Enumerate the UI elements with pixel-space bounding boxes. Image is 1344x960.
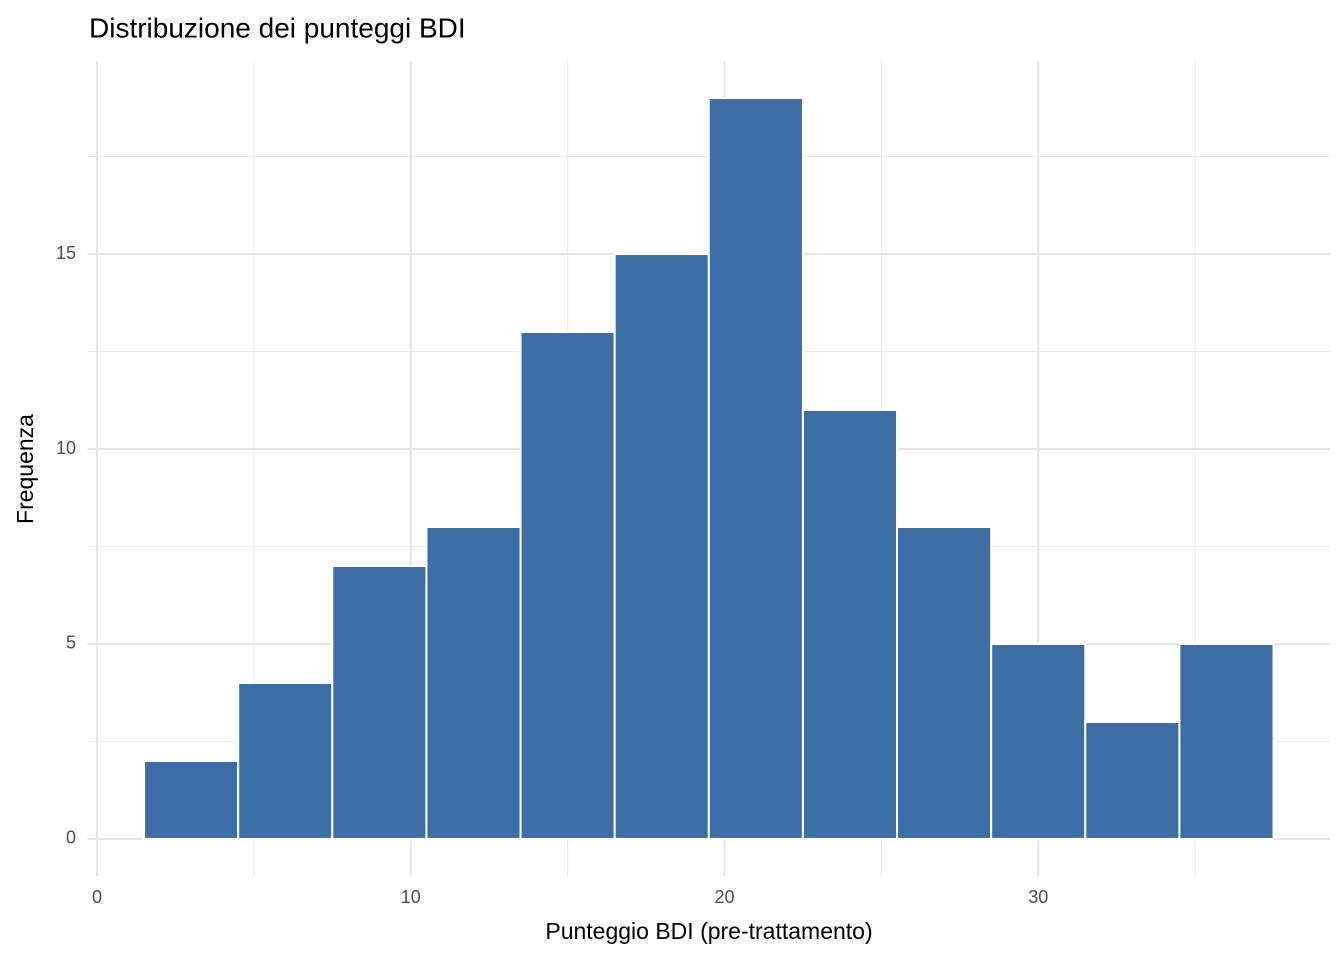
x-tick-label: 20 [714,887,734,907]
x-tick-label: 30 [1028,887,1048,907]
bar [707,97,804,840]
bar [613,253,710,840]
bar [519,331,616,840]
x-axis-title: Punteggio BDI (pre-trattamento) [545,918,872,944]
bar [896,525,993,840]
y-axis-title: Frequenza [12,414,38,524]
bar [1084,720,1181,840]
bar [1178,642,1275,840]
bar [801,409,899,840]
x-tick-label: 0 [92,887,102,907]
bar [425,525,522,840]
y-tick-label: 15 [56,243,76,263]
y-tick-label: 5 [66,633,76,653]
chart-title: Distribuzione dei punteggi BDI [89,12,466,43]
bar [990,642,1087,840]
y-tick-label: 0 [66,828,76,848]
bar [331,564,428,840]
bar [237,681,334,840]
x-tick-label: 10 [401,887,421,907]
y-tick-label: 10 [56,438,76,458]
bar [143,759,240,840]
